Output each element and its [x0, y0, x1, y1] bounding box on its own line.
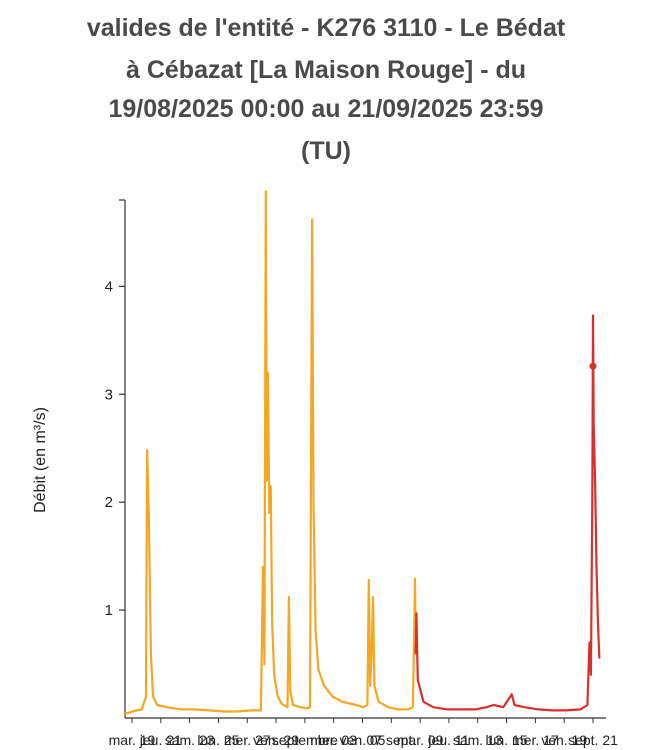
x-tick-label: 07 sept. — [366, 732, 416, 748]
chart-title-line-4: (TU) — [301, 137, 351, 165]
y-tick-label: 2 — [105, 494, 113, 511]
chart-title-line-2: à Cébazat [La Maison Rouge] - du — [125, 56, 527, 84]
y-tick-label: 1 — [105, 602, 113, 619]
y-tick-label: 4 — [105, 278, 113, 295]
x-tick-label: mer. 27 — [224, 732, 271, 748]
chart-title-line-1: valides de l'entité - K276 3110 - Le Béd… — [86, 14, 566, 42]
x-tick-label: sept. 21 — [568, 732, 618, 748]
x-tick-label: mer. 03 — [310, 732, 357, 748]
x-tick-label: ven. 05 — [340, 732, 386, 748]
x-tick-label: mar. 09 — [397, 732, 444, 748]
x-tick-label: jeu. 21 — [139, 732, 182, 748]
x-tick-label: jeu. 11 — [427, 732, 469, 748]
x-tick-label: lun. 15 — [486, 732, 528, 748]
x-tick-label: sam. 13 — [453, 732, 503, 748]
y-axis-label: Débit (en m³/s) — [32, 407, 49, 513]
series-line-unvalidated — [414, 314, 601, 712]
chart-title-line-3: 19/08/2025 00:00 au 21/09/2025 23:59 — [108, 95, 544, 123]
x-tick-label: septembre — [272, 732, 338, 748]
x-tick-label: sam. 23 — [165, 732, 215, 748]
x-tick-label: ven. 19 — [541, 732, 587, 748]
x-tick-label: mer. 17 — [512, 732, 559, 748]
y-tick-label: 3 — [105, 386, 113, 403]
series-line-validated — [123, 190, 417, 715]
series-point-marker — [589, 362, 597, 370]
x-tick-label: ven. 29 — [253, 732, 299, 748]
x-tick-label: lun. 25 — [197, 732, 239, 748]
chart-series-layer — [123, 190, 601, 715]
x-tick-label: mar. 19 — [109, 732, 156, 748]
